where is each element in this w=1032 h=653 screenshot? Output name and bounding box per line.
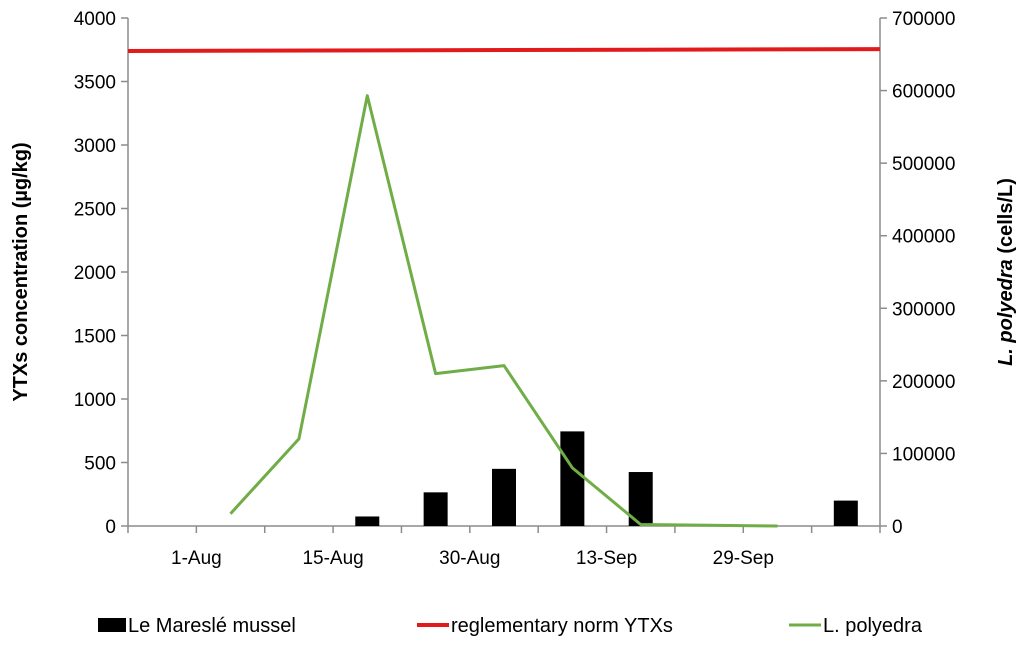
y2-tick-label: 600000 <box>892 82 955 103</box>
lines-layer <box>127 47 881 528</box>
y2-tick-label: 200000 <box>892 372 955 393</box>
y-tick-label: 4000 <box>74 9 116 30</box>
y-tick-label: 1000 <box>74 390 116 411</box>
bar-mussel <box>560 431 585 526</box>
x-tick-label: 15-Aug <box>302 548 363 569</box>
series-line-polyedra <box>229 94 778 528</box>
y2-tick-label: 400000 <box>892 227 955 248</box>
y2-axis-title-unit: (cells/L) <box>995 178 1017 259</box>
bars-layer <box>355 431 858 526</box>
y2-axis-title-species: L. polyedra <box>995 259 1017 366</box>
series-line-norm <box>127 47 881 53</box>
y-tick-label: 3000 <box>74 136 116 157</box>
bar-mussel <box>423 492 448 526</box>
y-tick-label: 1500 <box>74 327 116 348</box>
axes-layer <box>121 17 887 533</box>
bar-mussel <box>355 516 380 526</box>
x-tick-label: 13-Sep <box>576 548 637 569</box>
x-tick-label: 1-Aug <box>171 548 222 569</box>
legend-label-polyedra: L. polyedra <box>823 615 923 637</box>
labels-layer: 0 500 1000 1500 2000 2500 3000 3500 4000 0 100000 2… <box>10 9 1017 569</box>
y-axis-title: YTXs concentration (µg/kg) <box>10 142 32 401</box>
y-tick-label: 2000 <box>74 263 116 284</box>
y2-tick-label: 300000 <box>892 299 955 320</box>
y-tick-label: 2500 <box>74 200 116 221</box>
y2-tick-label: 700000 <box>892 9 955 30</box>
bar-mussel <box>492 468 516 526</box>
legend-swatch-mussel <box>98 618 126 632</box>
y2-tick-label: 0 <box>892 517 903 538</box>
bar-mussel <box>833 500 858 526</box>
legend-layer: Le Mareslé mussel reglementary norm YTXs L… <box>98 615 923 637</box>
legend-label-norm: reglementary norm YTXs <box>451 615 673 637</box>
y2-axis-title: L. polyedra (cells/L) <box>995 178 1017 366</box>
x-tick-label: 29-Sep <box>713 548 774 569</box>
y-tick-label: 0 <box>105 517 116 538</box>
legend-label-mussel: Le Mareslé mussel <box>128 615 296 637</box>
y2-tick-label: 100000 <box>892 444 955 465</box>
x-tick-label: 30-Aug <box>439 548 500 569</box>
y-tick-label: 3500 <box>74 73 116 94</box>
y-tick-label: 500 <box>84 454 116 475</box>
y2-tick-label: 500000 <box>892 154 955 175</box>
